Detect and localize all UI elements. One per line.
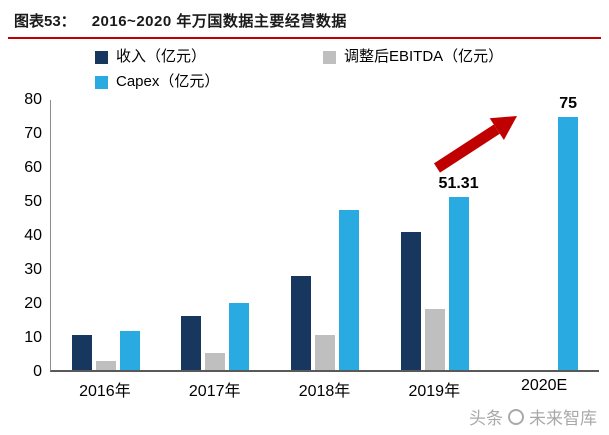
bar-slot — [534, 100, 554, 370]
y-axis: 0 10 20 30 40 50 60 70 80 — [12, 92, 50, 380]
bar-slot — [181, 100, 202, 370]
watermark-logo-icon — [508, 408, 524, 425]
legend-item: 调整后EBITDA（亿元） — [323, 47, 609, 67]
bar-group: 75 — [489, 95, 599, 370]
y-tick-label: 60 — [24, 159, 42, 176]
y-tick-label: 30 — [24, 261, 42, 278]
figure-header: 图表53： 2016~2020 年万国数据主要经营数据 — [8, 0, 601, 39]
plot-area: 51.31 75 — [50, 95, 599, 372]
bar — [205, 353, 226, 370]
legend: 收入（亿元） 调整后EBITDA（亿元） Capex（亿元） — [95, 47, 609, 92]
watermark-name: 未来智库 — [529, 409, 597, 428]
value-label: 75 — [559, 94, 578, 112]
legend-swatch-icon — [95, 50, 108, 64]
figure-title: 2016~2020 年万国数据主要经营数据 — [91, 13, 347, 30]
bar-group — [161, 100, 271, 370]
bar — [338, 209, 359, 370]
y-tick-label: 50 — [24, 193, 42, 210]
bar — [229, 302, 250, 370]
watermark-brand: 头条 — [469, 409, 503, 428]
bar-slot: 75 — [558, 95, 579, 370]
bar — [71, 334, 92, 370]
x-axis: 2016年 2017年 2018年 2019年 2020E — [50, 377, 599, 401]
y-tick-label: 20 — [24, 295, 42, 312]
y-tick-label: 80 — [24, 91, 42, 108]
bar-groups: 51.31 75 — [51, 95, 599, 370]
growth-arrow-icon — [434, 116, 518, 173]
value-label: 51.31 — [438, 174, 479, 192]
legend-swatch-icon — [323, 50, 336, 64]
bar — [424, 309, 445, 370]
bar-slot — [314, 100, 335, 370]
bar-slot: 51.31 — [439, 100, 479, 370]
bar-slot — [229, 100, 250, 370]
bar — [95, 360, 116, 370]
bar-group — [51, 100, 161, 370]
legend-item: 收入（亿元） — [95, 47, 323, 67]
bar-slot — [95, 100, 116, 370]
y-tick-label: 0 — [33, 363, 42, 380]
bar-group: 51.31 — [380, 100, 490, 370]
x-axis-label: 2018年 — [298, 383, 351, 400]
watermark: 头条 未来智库 — [469, 404, 597, 429]
figure-number: 图表53： — [14, 13, 76, 30]
x-axis-label: 2020E — [520, 377, 568, 394]
bar — [290, 275, 311, 370]
bar — [400, 231, 421, 370]
y-tick-label: 10 — [24, 329, 42, 346]
bar-slot — [400, 100, 421, 370]
x-axis-label: 2017年 — [188, 383, 241, 400]
bar — [558, 116, 579, 370]
bar-slot — [205, 100, 226, 370]
bar-slot — [119, 100, 140, 370]
legend-label: 收入（亿元） — [116, 48, 207, 65]
bar-slot — [71, 100, 92, 370]
y-tick-label: 40 — [24, 227, 42, 244]
bar — [181, 316, 202, 370]
legend-label: Capex（亿元） — [116, 73, 220, 90]
bar-chart: 0 10 20 30 40 50 60 70 80 51.31 75 — [12, 92, 599, 380]
bar — [119, 331, 140, 370]
legend-label: 调整后EBITDA（亿元） — [344, 48, 504, 65]
bar-slot — [290, 100, 311, 370]
bar-slot — [338, 100, 359, 370]
bar-group — [270, 100, 380, 370]
bar — [448, 196, 469, 370]
bar — [314, 334, 335, 370]
bar-slot — [424, 100, 445, 370]
x-axis-label: 2019年 — [408, 383, 461, 400]
legend-item: Capex（亿元） — [95, 72, 323, 92]
y-tick-label: 70 — [24, 125, 42, 142]
legend-swatch-icon — [95, 75, 108, 89]
x-axis-label: 2016年 — [79, 383, 131, 400]
